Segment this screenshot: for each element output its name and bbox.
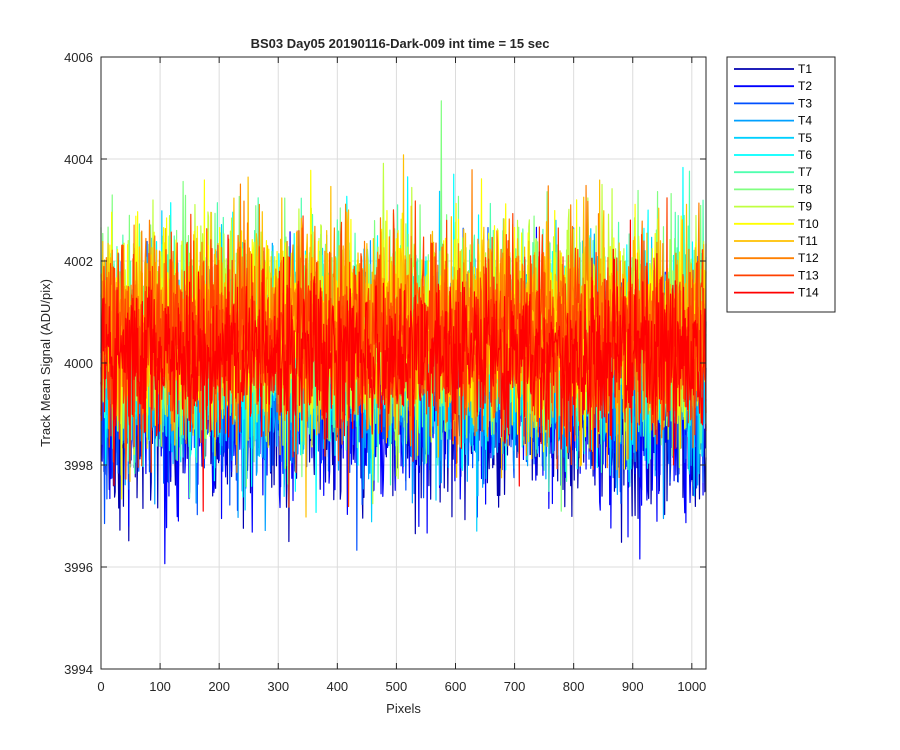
legend-label-t9: T9 bbox=[798, 200, 812, 214]
legend: T1 T2 T3 T4 T5 T6 T7 T8 T9 T10 T11 T12 T13 T14 bbox=[726, 56, 836, 313]
legend-label-t1: T1 bbox=[798, 62, 812, 76]
x-tick-label: 400 bbox=[326, 679, 348, 694]
legend-label-t13: T13 bbox=[798, 268, 819, 282]
x-tick-label: 200 bbox=[208, 679, 230, 694]
legend-label-t5: T5 bbox=[798, 131, 812, 145]
legend-label-t11: T11 bbox=[798, 234, 818, 248]
legend-label-t4: T4 bbox=[798, 114, 812, 128]
series-line-t14 bbox=[100, 219, 707, 512]
legend-label-t8: T8 bbox=[798, 182, 812, 196]
y-tick-label: 3996 bbox=[64, 560, 93, 575]
x-tick-label: 600 bbox=[445, 679, 467, 694]
series-lines bbox=[100, 100, 707, 565]
x-tick-label: 100 bbox=[149, 679, 171, 694]
x-tick-label: 800 bbox=[563, 679, 585, 694]
y-tick-label: 4002 bbox=[64, 254, 93, 269]
y-tick-label: 4006 bbox=[64, 50, 93, 65]
y-tick-label: 3994 bbox=[64, 662, 93, 677]
x-tick-label: 300 bbox=[267, 679, 289, 694]
legend-box bbox=[726, 56, 836, 313]
y-tick-label: 3998 bbox=[64, 458, 93, 473]
y-tick-label: 4000 bbox=[64, 356, 93, 371]
x-tick-label: 900 bbox=[622, 679, 644, 694]
legend-label-t12: T12 bbox=[798, 251, 819, 265]
legend-label-t3: T3 bbox=[798, 96, 812, 110]
y-axis-label: Track Mean Signal (ADU/pix) bbox=[38, 279, 53, 447]
legend-label-t2: T2 bbox=[798, 79, 812, 93]
x-tick-label: 500 bbox=[386, 679, 408, 694]
x-tick-label: 700 bbox=[504, 679, 526, 694]
x-tick-label: 0 bbox=[97, 679, 104, 694]
legend-label-t7: T7 bbox=[798, 165, 812, 179]
legend-label-t14: T14 bbox=[798, 286, 819, 300]
legend-label-t10: T10 bbox=[798, 217, 819, 231]
axis-ticks: 0 100 200 300 400 500 600 700 800 900 1000 3994 3996… bbox=[64, 50, 706, 694]
chart-title: BS03 Day05 20190116-Dark-009 int time = … bbox=[251, 36, 550, 51]
y-tick-label: 4004 bbox=[64, 152, 93, 167]
x-axis-label: Pixels bbox=[386, 701, 421, 716]
legend-label-t6: T6 bbox=[798, 148, 812, 162]
x-tick-label: 1000 bbox=[677, 679, 706, 694]
